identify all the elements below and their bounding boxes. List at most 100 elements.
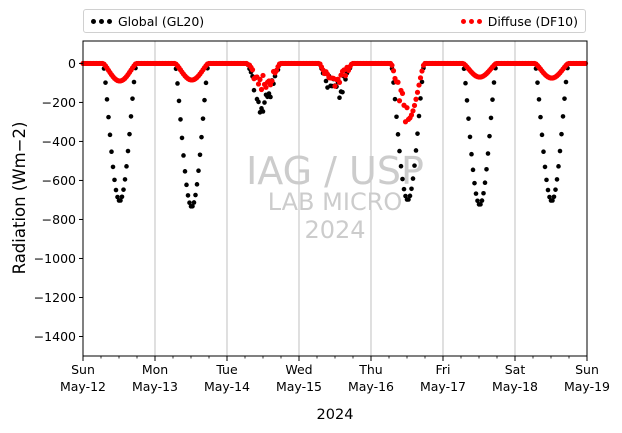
global-point [535,80,540,85]
watermark-line3: 2024 [304,216,365,244]
y-tick-label: −600 [42,173,76,188]
global-point [547,194,552,200]
x-tick-label-day: Wed [285,362,312,377]
global-point [395,132,401,137]
global-point [553,187,558,192]
global-point [175,81,180,86]
global-point [260,109,266,114]
global-point [472,180,477,186]
y-tick-label: −1000 [34,251,76,266]
global-point [410,176,416,181]
global-point [556,164,561,169]
legend-item-global: Global (GL20) [91,14,204,29]
x-tick-label-day: Mon [142,362,168,377]
diffuse-point [269,78,275,84]
legend-marker-diffuse [460,19,482,24]
diffuse-point [249,67,256,73]
global-point [109,149,114,155]
global-point [545,187,551,193]
global-point [554,177,560,182]
global-point [185,193,191,198]
global-point [110,164,116,170]
global-point [403,193,408,199]
global-point [466,116,471,121]
global-point [416,113,422,119]
x-tick-label-day: Fri [436,362,451,377]
global-point [130,96,135,101]
legend: Global (GL20) Diffuse (DF10) [83,9,586,33]
data-points [80,60,589,209]
y-tick-label: −200 [42,95,76,110]
x-axis-label: 2024 [317,407,354,423]
global-point [478,202,483,207]
global-point [187,200,192,205]
x-tick-label-day: Tue [215,362,238,377]
diffuse-point [414,89,421,95]
global-point [127,131,132,137]
global-point [397,148,402,154]
global-point [199,134,204,140]
global-point [103,80,108,85]
global-point [196,168,201,174]
global-point [413,148,419,153]
diffuse-point [389,62,395,68]
diffuse-point [408,112,415,118]
grid-lines [154,41,516,356]
global-point [407,193,413,199]
global-point [124,164,129,169]
global-point [487,133,492,139]
global-point [541,149,546,155]
global-point [536,97,542,102]
diffuse-point [417,75,424,81]
y-tick-label: −1200 [34,290,76,305]
global-point [125,148,131,154]
global-point [559,131,564,137]
global-point [490,97,495,102]
diffuse-point [399,90,406,96]
global-point [467,134,473,140]
global-point [392,96,398,102]
global-point [113,187,119,193]
diffuse-point [411,102,418,109]
diffuse-point [332,83,338,89]
global-point [203,80,209,86]
y-tick-label: −400 [42,134,76,149]
global-point [131,79,137,85]
global-point [539,132,545,138]
global-point [401,186,407,192]
diffuse-point [263,84,269,90]
diffuse-point [257,76,263,83]
global-point [194,182,200,187]
global-point [415,131,420,136]
x-tick-label-date: May-16 [348,379,394,394]
legend-item-diffuse: Diffuse (DF10) [460,14,578,29]
global-point [560,114,566,119]
y-tick-label: −800 [42,212,76,227]
global-point [484,166,489,172]
y-tick-label: −1400 [34,329,76,344]
x-tick-label-date: May-19 [564,379,610,394]
global-point [112,177,117,183]
diffuse-point [273,68,280,74]
diffuse-point [255,81,262,87]
watermark: IAG / USP LAB MICRO 2024 [246,149,424,244]
global-point [473,191,479,196]
global-point [409,186,414,192]
x-tick-label-day: Sun [575,362,599,377]
global-point [122,177,128,182]
y-tick-label: 0 [68,56,76,71]
global-point [485,151,491,156]
x-tick-label-date: May-12 [60,379,106,394]
global-point [482,180,488,185]
global-point [563,79,569,85]
diffuse-point [390,68,397,74]
y-axis: 0 −200 −400 −600 −800 −1000 −1200 −1400 [34,56,83,344]
global-point [119,194,125,200]
global-point [562,96,567,101]
x-tick-label-day: Sat [505,362,526,377]
global-point [106,114,111,120]
x-tick-label-day: Sun [71,362,95,377]
global-point [400,176,405,182]
global-point [337,95,342,101]
